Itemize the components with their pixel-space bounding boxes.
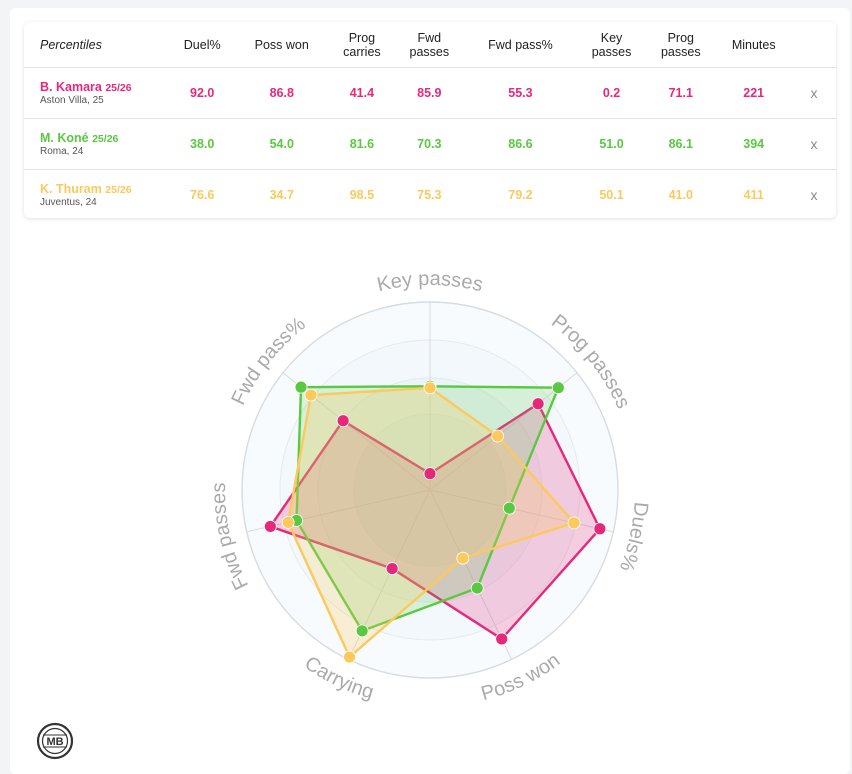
value-cell: 0.2 <box>576 67 647 119</box>
radar-axis-label-text: Key passes <box>375 268 485 296</box>
value-cell: 41.0 <box>646 169 716 220</box>
radar-data-point <box>294 380 308 394</box>
player-name[interactable]: M. Koné <box>40 131 89 145</box>
remove-player-button[interactable]: x <box>792 67 836 119</box>
radar-axis-label: Duels% <box>615 501 652 574</box>
column-header-prog-carries: Prog carries <box>343 30 381 59</box>
logo-text: MB <box>46 736 63 748</box>
mb-logo: MB <box>36 722 74 760</box>
radar-series-polygon <box>295 385 560 633</box>
column-header-key-passes: Key passes <box>591 30 632 59</box>
radar-axis-line <box>429 372 578 491</box>
value-cell: 394 <box>715 118 792 170</box>
radar-data-point <box>491 429 505 443</box>
radar-data-point <box>502 501 516 515</box>
comparison-card: Percentiles Duel% Poss won Prog carries F… <box>10 8 850 774</box>
percentiles-table-container: Percentiles Duel% Poss won Prog carries F… <box>24 22 836 220</box>
table-header-row: Percentiles Duel% Poss won Prog carries F… <box>24 22 836 68</box>
player-cell: M. Koné 25/26 Roma, 24 <box>24 118 170 170</box>
player-cell: K. Thuram 25/26 Juventus, 24 <box>24 169 170 220</box>
radar-axis-label: Key passes <box>375 268 485 296</box>
value-cell: 51.0 <box>576 118 647 170</box>
value-cell: 81.6 <box>329 118 395 170</box>
radar-axis-line <box>246 489 431 533</box>
radar-series-polygon <box>269 402 602 641</box>
value-cell: 34.7 <box>234 169 330 220</box>
value-cell: 86.1 <box>646 118 716 170</box>
radar-data-point <box>593 522 607 536</box>
value-cell: 76.6 <box>170 169 235 220</box>
radar-data-point <box>304 388 318 402</box>
percentiles-table: Percentiles Duel% Poss won Prog carries F… <box>24 22 836 220</box>
value-cell: 54.0 <box>234 118 330 170</box>
column-header-fwd-pass-pct: Fwd pass% <box>488 37 553 52</box>
value-cell: 221 <box>715 67 792 119</box>
value-cell: 70.3 <box>394 118 464 170</box>
radar-data-point <box>336 414 350 428</box>
player-season: 25/26 <box>105 184 132 196</box>
radar-series-polygon <box>286 386 576 659</box>
radar-data-point <box>263 520 277 533</box>
radar-data-point <box>495 632 509 646</box>
column-header-poss-won: Poss won <box>254 37 309 52</box>
player-cell: B. Kamara 25/26 Aston Villa, 25 <box>24 67 170 119</box>
value-cell: 38.0 <box>170 118 235 170</box>
value-cell: 41.4 <box>329 67 395 119</box>
player-name[interactable]: K. Thuram <box>40 182 102 196</box>
column-header-duel-pct: Duel% <box>183 37 221 52</box>
value-cell: 85.9 <box>394 67 464 119</box>
value-cell: 411 <box>715 169 792 220</box>
radar-data-point <box>531 397 545 411</box>
radar-data-point <box>423 381 437 395</box>
radar-data-point <box>355 624 369 638</box>
radar-axis-line <box>429 489 513 660</box>
table-row-kamara: B. Kamara 25/26 Aston Villa, 25 92.0 86.… <box>24 67 836 119</box>
remove-player-button[interactable]: x <box>792 118 836 170</box>
value-cell: 71.1 <box>646 67 716 119</box>
value-cell: 50.1 <box>576 169 647 220</box>
column-header-minutes: Minutes <box>731 37 776 52</box>
table-row-kone: M. Koné 25/26 Roma, 24 38.0 54.0 81.6 70… <box>24 118 836 170</box>
column-header-prog-passes: Prog passes <box>660 30 701 59</box>
player-team-age: Roma, 24 <box>40 146 84 157</box>
table-row-thuram: K. Thuram 25/26 Juventus, 24 76.6 34.7 9… <box>24 169 836 220</box>
radar-data-point <box>385 562 399 575</box>
player-season: 25/26 <box>105 82 132 94</box>
percentiles-header: Percentiles <box>40 37 102 52</box>
player-team-age: Juventus, 24 <box>40 197 97 208</box>
player-name[interactable]: B. Kamara <box>40 80 102 94</box>
value-cell: 86.6 <box>463 118 577 170</box>
radar-data-point <box>423 467 437 481</box>
player-season: 25/26 <box>92 133 119 145</box>
value-cell: 79.2 <box>463 169 577 220</box>
player-team-age: Aston Villa, 25 <box>40 95 104 106</box>
column-header-fwd-passes: Fwd passes <box>409 30 450 59</box>
value-cell: 55.3 <box>463 67 577 119</box>
radar-data-point <box>343 650 356 664</box>
value-cell: 86.8 <box>234 67 330 119</box>
radar-data-point <box>567 516 581 530</box>
radar-axis-line <box>429 489 614 533</box>
value-cell: 75.3 <box>394 169 464 220</box>
radar-data-point <box>281 515 295 529</box>
value-cell: 98.5 <box>329 169 395 220</box>
radar-axis-label-text: Duels% <box>615 501 652 574</box>
radar-data-point <box>551 381 565 395</box>
value-cell: 92.0 <box>170 67 235 119</box>
radar-data-point <box>456 551 470 565</box>
radar-data-point <box>470 581 484 595</box>
remove-player-button[interactable]: x <box>792 169 836 220</box>
